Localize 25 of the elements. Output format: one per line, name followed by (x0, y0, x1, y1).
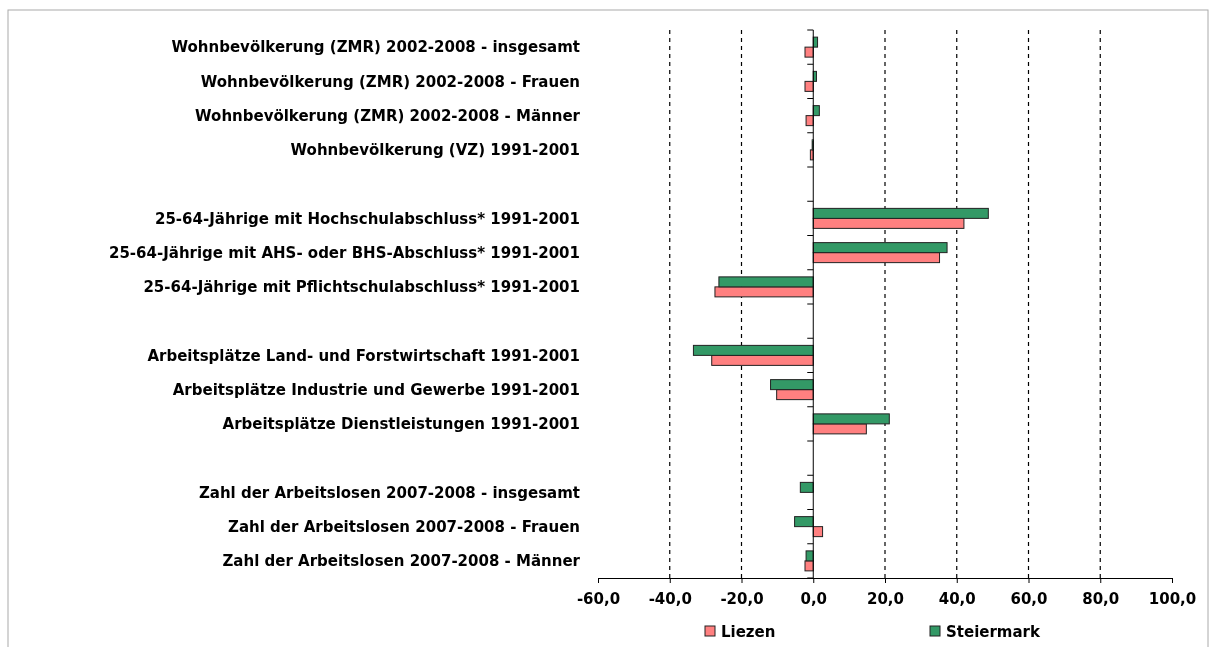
x-tick-label: -60,0 (576, 590, 621, 608)
y-tick-label: 25-64-Jährige mit AHS- oder BHS-Abschluss* 1991-2001 (109, 243, 580, 262)
x-tick-label: 100,0 (1148, 590, 1197, 608)
y-tick-label: 25-64-Jährige mit Hochschulabschluss* 1991-2001 (155, 209, 580, 228)
x-tick-label: 0,0 (800, 590, 828, 608)
x-tick-label: 20,0 (866, 590, 905, 608)
legend-label: Liezen (721, 623, 776, 642)
y-tick-label: Zahl der Arbeitslosen 2007-2008 - insgesamt (198, 483, 580, 502)
legend-label: Steiermark (946, 623, 1042, 642)
y-tick-label: Wohnbevölkerung (ZMR) 2002-2008 - Männer (195, 106, 581, 125)
y-tick-label: Wohnbevölkerung (VZ) 1991-2001 (290, 141, 580, 160)
y-tick-label: Wohnbevölkerung (ZMR) 2002-2008 - Frauen (200, 72, 580, 91)
y-tick-label: Arbeitsplätze Dienstleistungen 1991-2001 (222, 415, 580, 434)
x-tick-label: -20,0 (720, 590, 764, 608)
bar (799, 481, 814, 493)
x-tick-label: 60,0 (1010, 590, 1048, 608)
y-tick-label: Zahl der Arbeitslosen 2007-2008 - Frauen (228, 517, 580, 536)
x-tick-label: -40,0 (648, 590, 692, 608)
y-tick-label: Wohnbevölkerung (ZMR) 2002-2008 - insgesamt (171, 38, 580, 57)
y-tick-label: Arbeitsplätze Land- und Forstwirtschaft 1991-2001 (147, 346, 580, 365)
x-tick-label: 80,0 (1082, 590, 1120, 608)
x-tick-label: 40,0 (938, 590, 976, 608)
y-tick-label: 25-64-Jährige mit Pflichtschulabschluss* 1991-2001 (143, 278, 580, 297)
y-tick-label: Zahl der Arbeitslosen 2007-2008 - Männer (222, 552, 581, 571)
y-tick-label: Arbeitsplätze Industrie und Gewerbe 1991-2001 (172, 380, 580, 399)
